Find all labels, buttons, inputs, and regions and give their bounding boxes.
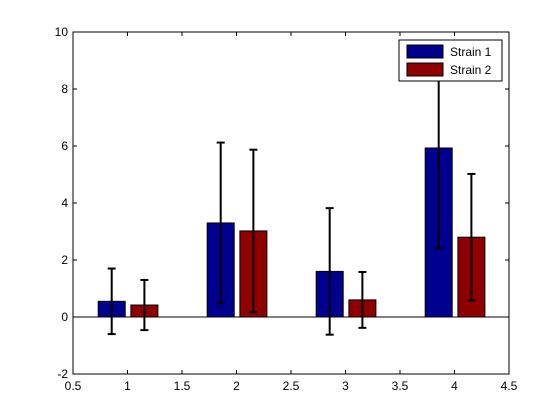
x-tick-label: 2.5: [283, 379, 300, 393]
y-tick-label: 10: [55, 25, 69, 39]
y-axis: -2 0 2 4 6 8 10: [55, 25, 509, 381]
legend-swatch-1: [406, 44, 444, 59]
errorbar-strain-2-2: [249, 148, 258, 314]
errorbars-layer: [107, 46, 476, 336]
x-tick-label: 0.5: [65, 379, 82, 393]
x-tick-label: 2: [233, 379, 240, 393]
x-tick-label: 3.5: [392, 379, 409, 393]
x-tick-label: 3: [342, 379, 349, 393]
y-tick-label: 8: [61, 82, 68, 96]
x-axis: 0.5 1 1.5 2 2.5 3 3.5 4 4.5: [65, 32, 518, 393]
y-tick-label: -2: [57, 367, 68, 381]
x-tick-label: 4: [451, 379, 458, 393]
legend-swatch-2: [406, 62, 444, 77]
legend-label-1: Strain 1: [450, 45, 492, 59]
errorbar-strain-1-3: [325, 207, 334, 336]
errorbar-strain-2-4: [467, 172, 476, 302]
x-tick-label: 1.5: [174, 379, 191, 393]
legend-label-2: Strain 2: [450, 63, 492, 77]
errorbar-strain-2-3: [358, 270, 367, 329]
y-tick-label: 6: [61, 139, 68, 153]
legend: Strain 1 Strain 2: [398, 39, 503, 82]
errorbar-strain-1-2: [216, 141, 225, 305]
y-tick-label: 4: [61, 196, 68, 210]
y-tick-label: 0: [61, 310, 68, 324]
errorbar-strain-1-1: [107, 267, 116, 336]
x-tick-label: 4.5: [501, 379, 518, 393]
y-tick-label: 2: [61, 253, 68, 267]
errorbar-strain-2-1: [140, 278, 149, 332]
x-tick-label: 1: [124, 379, 131, 393]
